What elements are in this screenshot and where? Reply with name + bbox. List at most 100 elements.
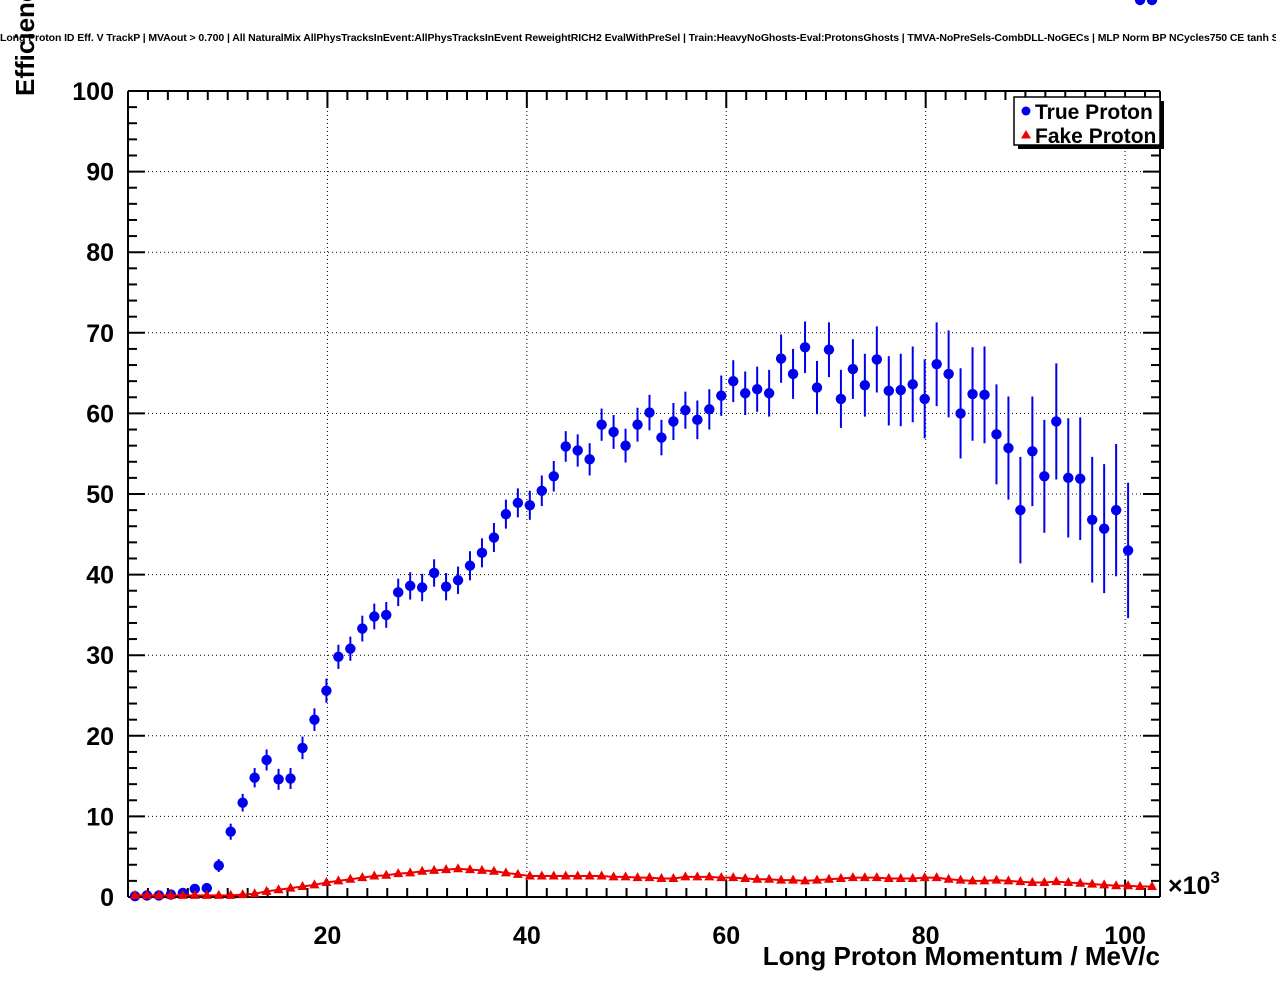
data-point bbox=[524, 870, 535, 880]
data-point bbox=[1015, 876, 1026, 886]
data-point bbox=[668, 872, 679, 882]
data-point bbox=[1063, 472, 1074, 484]
y-tick-label: 40 bbox=[86, 562, 114, 590]
x-tick-label: 40 bbox=[513, 922, 541, 950]
data-point bbox=[1003, 442, 1014, 454]
data-point bbox=[955, 408, 966, 419]
data-point bbox=[763, 388, 775, 399]
data-point bbox=[728, 872, 739, 882]
data-point bbox=[321, 685, 332, 696]
data-point bbox=[201, 882, 212, 894]
data-point bbox=[931, 872, 942, 882]
data-point bbox=[895, 384, 906, 396]
data-point bbox=[632, 872, 643, 882]
data-point bbox=[895, 872, 906, 882]
data-point bbox=[835, 872, 846, 882]
data-point bbox=[692, 871, 703, 881]
data-point bbox=[165, 889, 176, 899]
data-point bbox=[201, 889, 212, 899]
data-point bbox=[835, 393, 847, 405]
data-point bbox=[548, 471, 559, 482]
data-point bbox=[847, 363, 859, 375]
data-point bbox=[1086, 514, 1098, 525]
data-point bbox=[453, 863, 464, 873]
data-point bbox=[488, 865, 499, 875]
data-point bbox=[1075, 877, 1086, 887]
data-point bbox=[404, 580, 416, 592]
data-point bbox=[704, 871, 715, 881]
data-point bbox=[1135, 881, 1146, 891]
data-point bbox=[967, 875, 978, 885]
data-point bbox=[225, 826, 236, 837]
data-point bbox=[991, 429, 1002, 440]
data-point bbox=[548, 870, 559, 880]
x-axis-exponent: ×103 bbox=[1168, 868, 1220, 900]
data-point bbox=[129, 889, 140, 899]
data-point bbox=[488, 532, 500, 543]
legend-box[interactable] bbox=[1013, 96, 1161, 146]
data-point bbox=[752, 873, 763, 883]
data-point bbox=[704, 404, 715, 415]
data-point bbox=[536, 870, 547, 880]
data-point bbox=[871, 354, 883, 365]
data-point bbox=[1063, 876, 1074, 886]
y-tick-label: 70 bbox=[86, 320, 114, 348]
data-point bbox=[1098, 523, 1110, 534]
data-point bbox=[620, 440, 631, 451]
data-point bbox=[1122, 545, 1134, 556]
data-point bbox=[751, 384, 763, 395]
data-point bbox=[847, 872, 858, 882]
data-point bbox=[668, 416, 679, 427]
data-point bbox=[979, 389, 990, 401]
data-point bbox=[321, 876, 332, 886]
data-point bbox=[608, 871, 619, 881]
data-point bbox=[465, 864, 476, 874]
y-tick-label: 30 bbox=[86, 642, 114, 670]
data-point bbox=[800, 875, 811, 885]
data-point bbox=[596, 870, 607, 880]
data-point bbox=[309, 714, 320, 725]
data-point bbox=[823, 873, 834, 883]
data-point bbox=[656, 432, 667, 443]
data-point bbox=[1003, 875, 1014, 885]
data-point bbox=[381, 609, 392, 621]
data-point bbox=[907, 872, 918, 882]
data-point bbox=[716, 390, 727, 401]
data-point bbox=[799, 342, 811, 353]
data-point bbox=[177, 889, 188, 899]
data-point bbox=[775, 353, 787, 364]
data-point bbox=[811, 382, 823, 393]
data-point bbox=[859, 379, 871, 391]
data-point bbox=[297, 742, 308, 754]
data-point bbox=[345, 643, 356, 654]
data-point bbox=[333, 651, 344, 663]
data-point bbox=[787, 368, 799, 380]
data-point bbox=[261, 885, 272, 895]
data-point bbox=[249, 772, 260, 783]
data-point bbox=[584, 870, 595, 880]
data-point bbox=[345, 873, 356, 883]
data-point bbox=[716, 872, 727, 882]
data-point bbox=[393, 868, 404, 878]
data-point bbox=[1051, 416, 1062, 427]
data-point bbox=[213, 860, 224, 871]
data-point bbox=[261, 754, 272, 766]
y-tick-label: 80 bbox=[86, 239, 114, 267]
data-point bbox=[584, 454, 595, 465]
data-point bbox=[1027, 876, 1038, 886]
data-point bbox=[728, 375, 739, 387]
data-point bbox=[919, 393, 930, 405]
series-true-proton bbox=[129, 0, 1158, 902]
series-fake-proton bbox=[129, 863, 1158, 899]
data-point bbox=[416, 582, 428, 593]
data-point bbox=[883, 385, 894, 397]
data-point bbox=[500, 867, 511, 877]
data-point bbox=[883, 872, 894, 882]
data-point bbox=[428, 567, 440, 579]
y-tick-label: 50 bbox=[86, 481, 114, 509]
data-point bbox=[859, 872, 870, 882]
y-tick-label: 0 bbox=[100, 884, 114, 912]
data-point bbox=[153, 889, 164, 899]
y-tick-label: 60 bbox=[86, 400, 114, 428]
